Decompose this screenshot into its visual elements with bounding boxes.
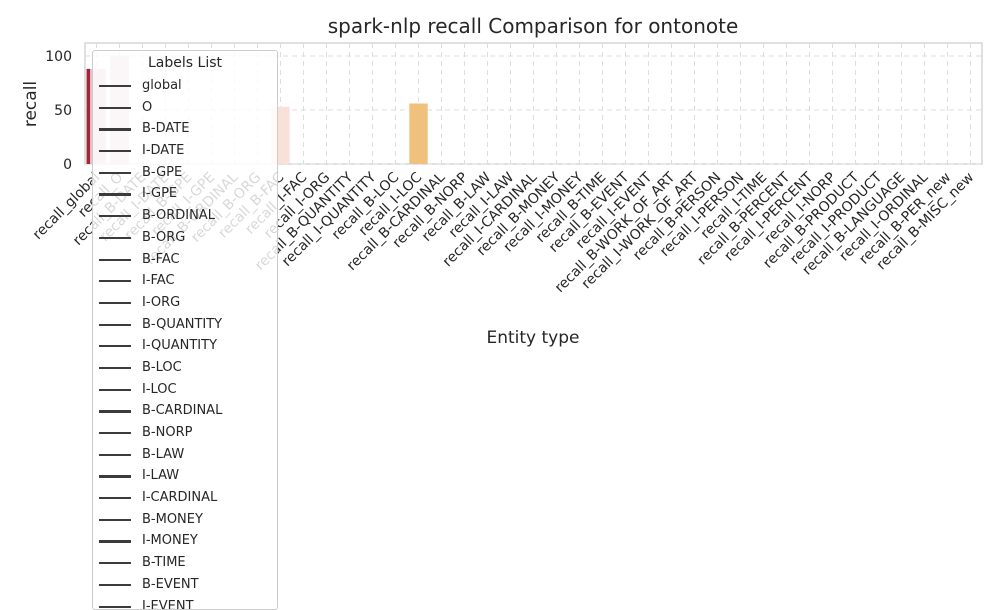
- legend-item: B-QUANTITY: [93, 314, 277, 336]
- legend-swatch: [99, 454, 131, 456]
- bar: [409, 104, 427, 165]
- legend-swatch: [99, 324, 131, 326]
- legend-item: B-EVENT: [93, 574, 277, 596]
- legend-label: B-LOC: [142, 357, 182, 379]
- x-axis-label: Entity type: [486, 328, 579, 348]
- legend-swatch: [99, 128, 131, 130]
- legend-label: B-ORDINAL: [142, 205, 215, 227]
- legend-label: B-TIME: [142, 552, 186, 574]
- legend-swatch: [99, 497, 131, 499]
- legend-item: I-LAW: [93, 465, 277, 487]
- legend-label: O: [142, 97, 152, 119]
- legend-item: I-CARDINAL: [93, 487, 277, 509]
- legend-label: I-QUANTITY: [142, 335, 217, 357]
- legend-item: B-TIME: [93, 552, 277, 574]
- legend-item: B-CARDINAL: [93, 400, 277, 422]
- legend-label: I-MONEY: [142, 530, 198, 552]
- legend-swatch: [99, 432, 131, 434]
- legend-swatch: [99, 215, 131, 217]
- y-tick-label: 0: [63, 157, 72, 173]
- legend-swatch: [99, 540, 131, 542]
- y-axis-label: recall: [21, 81, 41, 127]
- legend-swatch: [99, 259, 131, 261]
- legend-item: B-LAW: [93, 444, 277, 466]
- legend-item: B-GPE: [93, 162, 277, 184]
- legend-swatch: [99, 150, 131, 152]
- legend-swatch: [99, 237, 131, 239]
- legend-item: I-GPE: [93, 183, 277, 205]
- legend-item: B-NORP: [93, 422, 277, 444]
- legend-label: I-CARDINAL: [142, 487, 217, 509]
- legend-swatch: [99, 302, 131, 304]
- legend-label: B-CARDINAL: [142, 400, 222, 422]
- legend-item: O: [93, 97, 277, 119]
- legend-item: I-DATE: [93, 140, 277, 162]
- legend-swatch: [99, 280, 131, 282]
- legend-swatch: [99, 85, 131, 87]
- legend-item: B-MONEY: [93, 509, 277, 531]
- legend-item: global: [93, 75, 277, 97]
- legend-label: B-DATE: [142, 118, 189, 140]
- legend-item: I-EVENT: [93, 596, 277, 610]
- legend-label: I-DATE: [142, 140, 184, 162]
- legend-label: global: [142, 75, 182, 97]
- legend-item: B-ORG: [93, 227, 277, 249]
- legend-label: I-EVENT: [142, 596, 194, 610]
- legend-label: B-NORP: [142, 422, 192, 444]
- legend-item: I-MONEY: [93, 530, 277, 552]
- legend-swatch: [99, 606, 131, 608]
- legend-title: Labels List: [93, 51, 277, 75]
- legend-item: I-ORG: [93, 292, 277, 314]
- legend-swatch: [99, 562, 131, 564]
- legend-label: I-LAW: [142, 465, 179, 487]
- y-tick-label: 100: [45, 49, 72, 65]
- legend-label: B-GPE: [142, 162, 182, 184]
- legend-item: B-DATE: [93, 118, 277, 140]
- legend-label: B-EVENT: [142, 574, 199, 596]
- legend-item: I-FAC: [93, 270, 277, 292]
- legend-label: I-FAC: [142, 270, 175, 292]
- legend-swatch: [99, 172, 131, 174]
- legend-swatch: [99, 475, 131, 477]
- legend-item: B-ORDINAL: [93, 205, 277, 227]
- legend-label: B-ORG: [142, 227, 185, 249]
- legend-label: B-MONEY: [142, 509, 203, 531]
- legend-swatch: [99, 367, 131, 369]
- legend-swatch: [99, 345, 131, 347]
- legend-swatch: [99, 519, 131, 521]
- legend-swatch: [99, 107, 131, 109]
- y-tick-label: 50: [54, 103, 72, 119]
- legend-label: I-LOC: [142, 379, 177, 401]
- legend-item: I-QUANTITY: [93, 335, 277, 357]
- legend-label: I-ORG: [142, 292, 180, 314]
- chart-title: spark-nlp recall Comparison for ontonote: [328, 14, 739, 38]
- legend-label: B-FAC: [142, 249, 180, 271]
- legend-swatch: [99, 389, 131, 391]
- legend-label: B-LAW: [142, 444, 184, 466]
- legend-swatch: [99, 584, 131, 586]
- legend-swatch: [99, 193, 131, 195]
- legend-item: B-FAC: [93, 249, 277, 271]
- y-tick-labels: 0 50 100: [45, 49, 72, 173]
- legend-label: I-GPE: [142, 183, 177, 205]
- legend-item: B-LOC: [93, 357, 277, 379]
- legend-label: B-QUANTITY: [142, 314, 222, 336]
- legend-item: I-LOC: [93, 379, 277, 401]
- legend-swatch: [99, 410, 131, 412]
